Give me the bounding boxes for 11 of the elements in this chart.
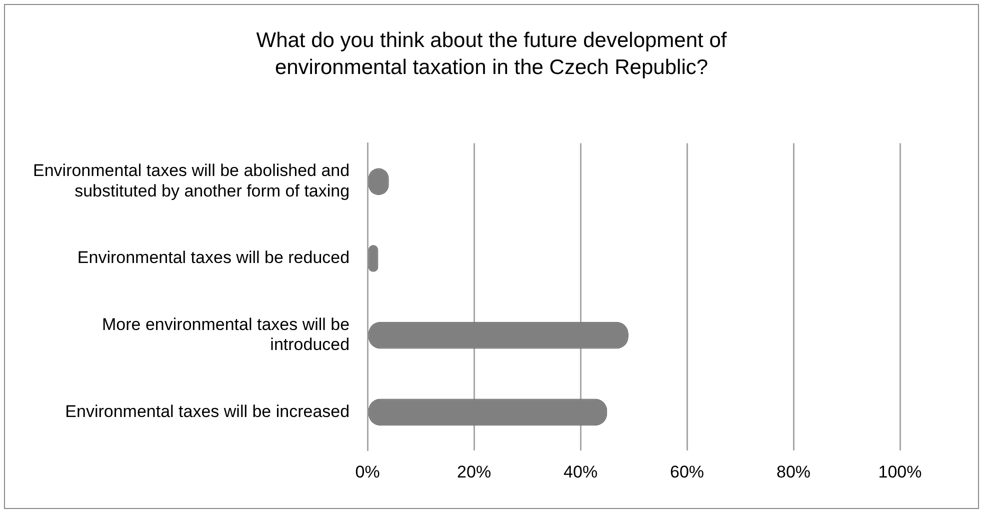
y-tick-label: More environmental taxes will be introduced [102,314,350,354]
y-tick-label: Environmental taxes will be reduced [77,248,350,268]
x-tick-label: 60% [670,462,704,482]
chart-title: What do you think about the future development of environmental taxation in the Czech Republic? [255,28,728,81]
x-tick-label: 40% [564,462,598,482]
y-tick-label: Environmental taxes will be increased [65,402,350,421]
y-tick-label: Environmental taxes will be abolished and substituted by another form of taxing [32,161,350,201]
x-tick-label: 20% [457,462,492,482]
x-tick-label: 0% [355,462,380,482]
x-tick-label: 100% [878,462,922,482]
x-tick-label: 80% [776,462,811,482]
